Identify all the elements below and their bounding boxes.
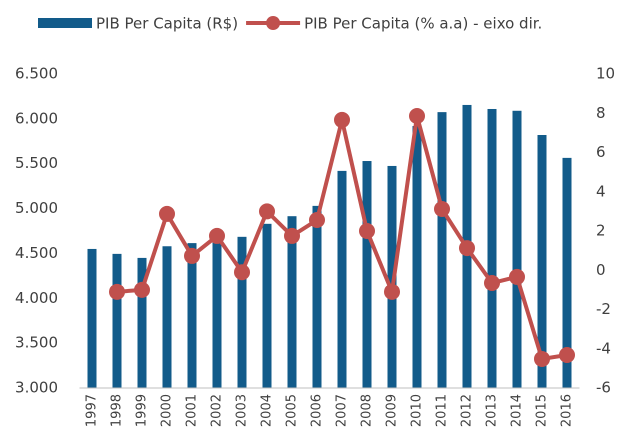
line-marker: [484, 275, 500, 292]
line-marker: [134, 281, 150, 298]
y2-tick-label: 4: [596, 182, 606, 200]
y-tick-label: 5.000: [15, 199, 58, 217]
bar: [412, 126, 422, 388]
bar: [162, 246, 172, 388]
x-tick-label: 2002: [210, 394, 225, 427]
y2-tick-label: 6: [596, 143, 606, 161]
bar: [562, 157, 572, 388]
x-tick-label: 2011: [435, 394, 450, 427]
y-tick-label: 6.000: [15, 109, 58, 127]
bar: [362, 161, 372, 388]
x-tick-label: 2009: [385, 394, 400, 427]
line-marker: [259, 203, 275, 220]
y-tick-label: 3.000: [15, 379, 58, 397]
bar: [287, 216, 297, 388]
bar: [487, 108, 497, 388]
y-tick-label: 3.500: [15, 334, 58, 352]
x-tick-label: 1998: [110, 394, 125, 427]
line-marker: [184, 247, 200, 264]
line-marker: [209, 227, 225, 244]
x-tick-label: 2012: [460, 394, 475, 427]
x-tick-label: 2007: [335, 394, 350, 427]
line-marker: [459, 240, 475, 257]
y-tick-label: 5.500: [15, 154, 58, 172]
line-marker: [384, 283, 400, 300]
line-marker: [234, 264, 250, 281]
x-tick-label: 2013: [485, 394, 500, 427]
bar: [262, 223, 272, 388]
line-marker: [509, 268, 525, 285]
x-tick-label: 2004: [260, 394, 275, 427]
line-marker: [159, 205, 175, 222]
y2-tick-label: 8: [596, 104, 606, 122]
x-tick-label: 1997: [85, 394, 100, 427]
y2-tick-label: -6: [596, 379, 611, 397]
x-tick-label: 2010: [410, 394, 425, 427]
line-marker: [359, 223, 375, 239]
line-marker: [334, 111, 350, 128]
y2-tick-label: 0: [596, 261, 606, 279]
y2-tick-label: 10: [596, 65, 615, 83]
x-tick-label: 2000: [160, 394, 175, 427]
line-marker: [534, 350, 550, 367]
line-marker: [109, 283, 125, 300]
x-tick-label: 2006: [310, 394, 325, 427]
y2-tick-label: -2: [596, 300, 611, 318]
x-tick-label: 2001: [185, 394, 200, 427]
bar: [512, 110, 522, 388]
y-tick-label: 4.000: [15, 289, 58, 307]
bar: [387, 165, 397, 388]
x-tick-label: 2008: [360, 394, 375, 427]
x-tick-label: 2016: [560, 394, 575, 427]
line-marker: [309, 212, 325, 229]
bar: [537, 135, 547, 388]
line-marker: [409, 107, 425, 124]
x-tick-label: 2005: [285, 394, 300, 427]
line-marker: [559, 347, 575, 364]
legend-swatch: [266, 16, 281, 30]
bar: [237, 236, 247, 388]
bar: [312, 205, 322, 388]
line-marker: [284, 227, 300, 244]
bar: [337, 170, 347, 388]
line-marker: [434, 201, 450, 218]
bar: [112, 253, 122, 388]
bar: [137, 257, 147, 388]
bar: [212, 239, 222, 388]
bar: [87, 248, 97, 388]
y2-tick-label: 2: [596, 222, 606, 240]
legend-label: PIB Per Capita (R$): [96, 15, 238, 33]
x-tick-label: 1999: [135, 394, 150, 427]
legend-label: PIB Per Capita (% a.a) - eixo dir.: [304, 15, 542, 33]
bar: [187, 243, 197, 388]
x-tick-label: 2003: [235, 394, 250, 427]
x-tick-label: 2014: [510, 394, 525, 427]
y-tick-label: 4.500: [15, 244, 58, 262]
y2-tick-label: -4: [596, 339, 611, 357]
x-tick-label: 2015: [535, 394, 550, 427]
legend-swatch: [38, 18, 92, 28]
y-tick-label: 6.500: [15, 65, 58, 83]
bar: [437, 112, 447, 388]
